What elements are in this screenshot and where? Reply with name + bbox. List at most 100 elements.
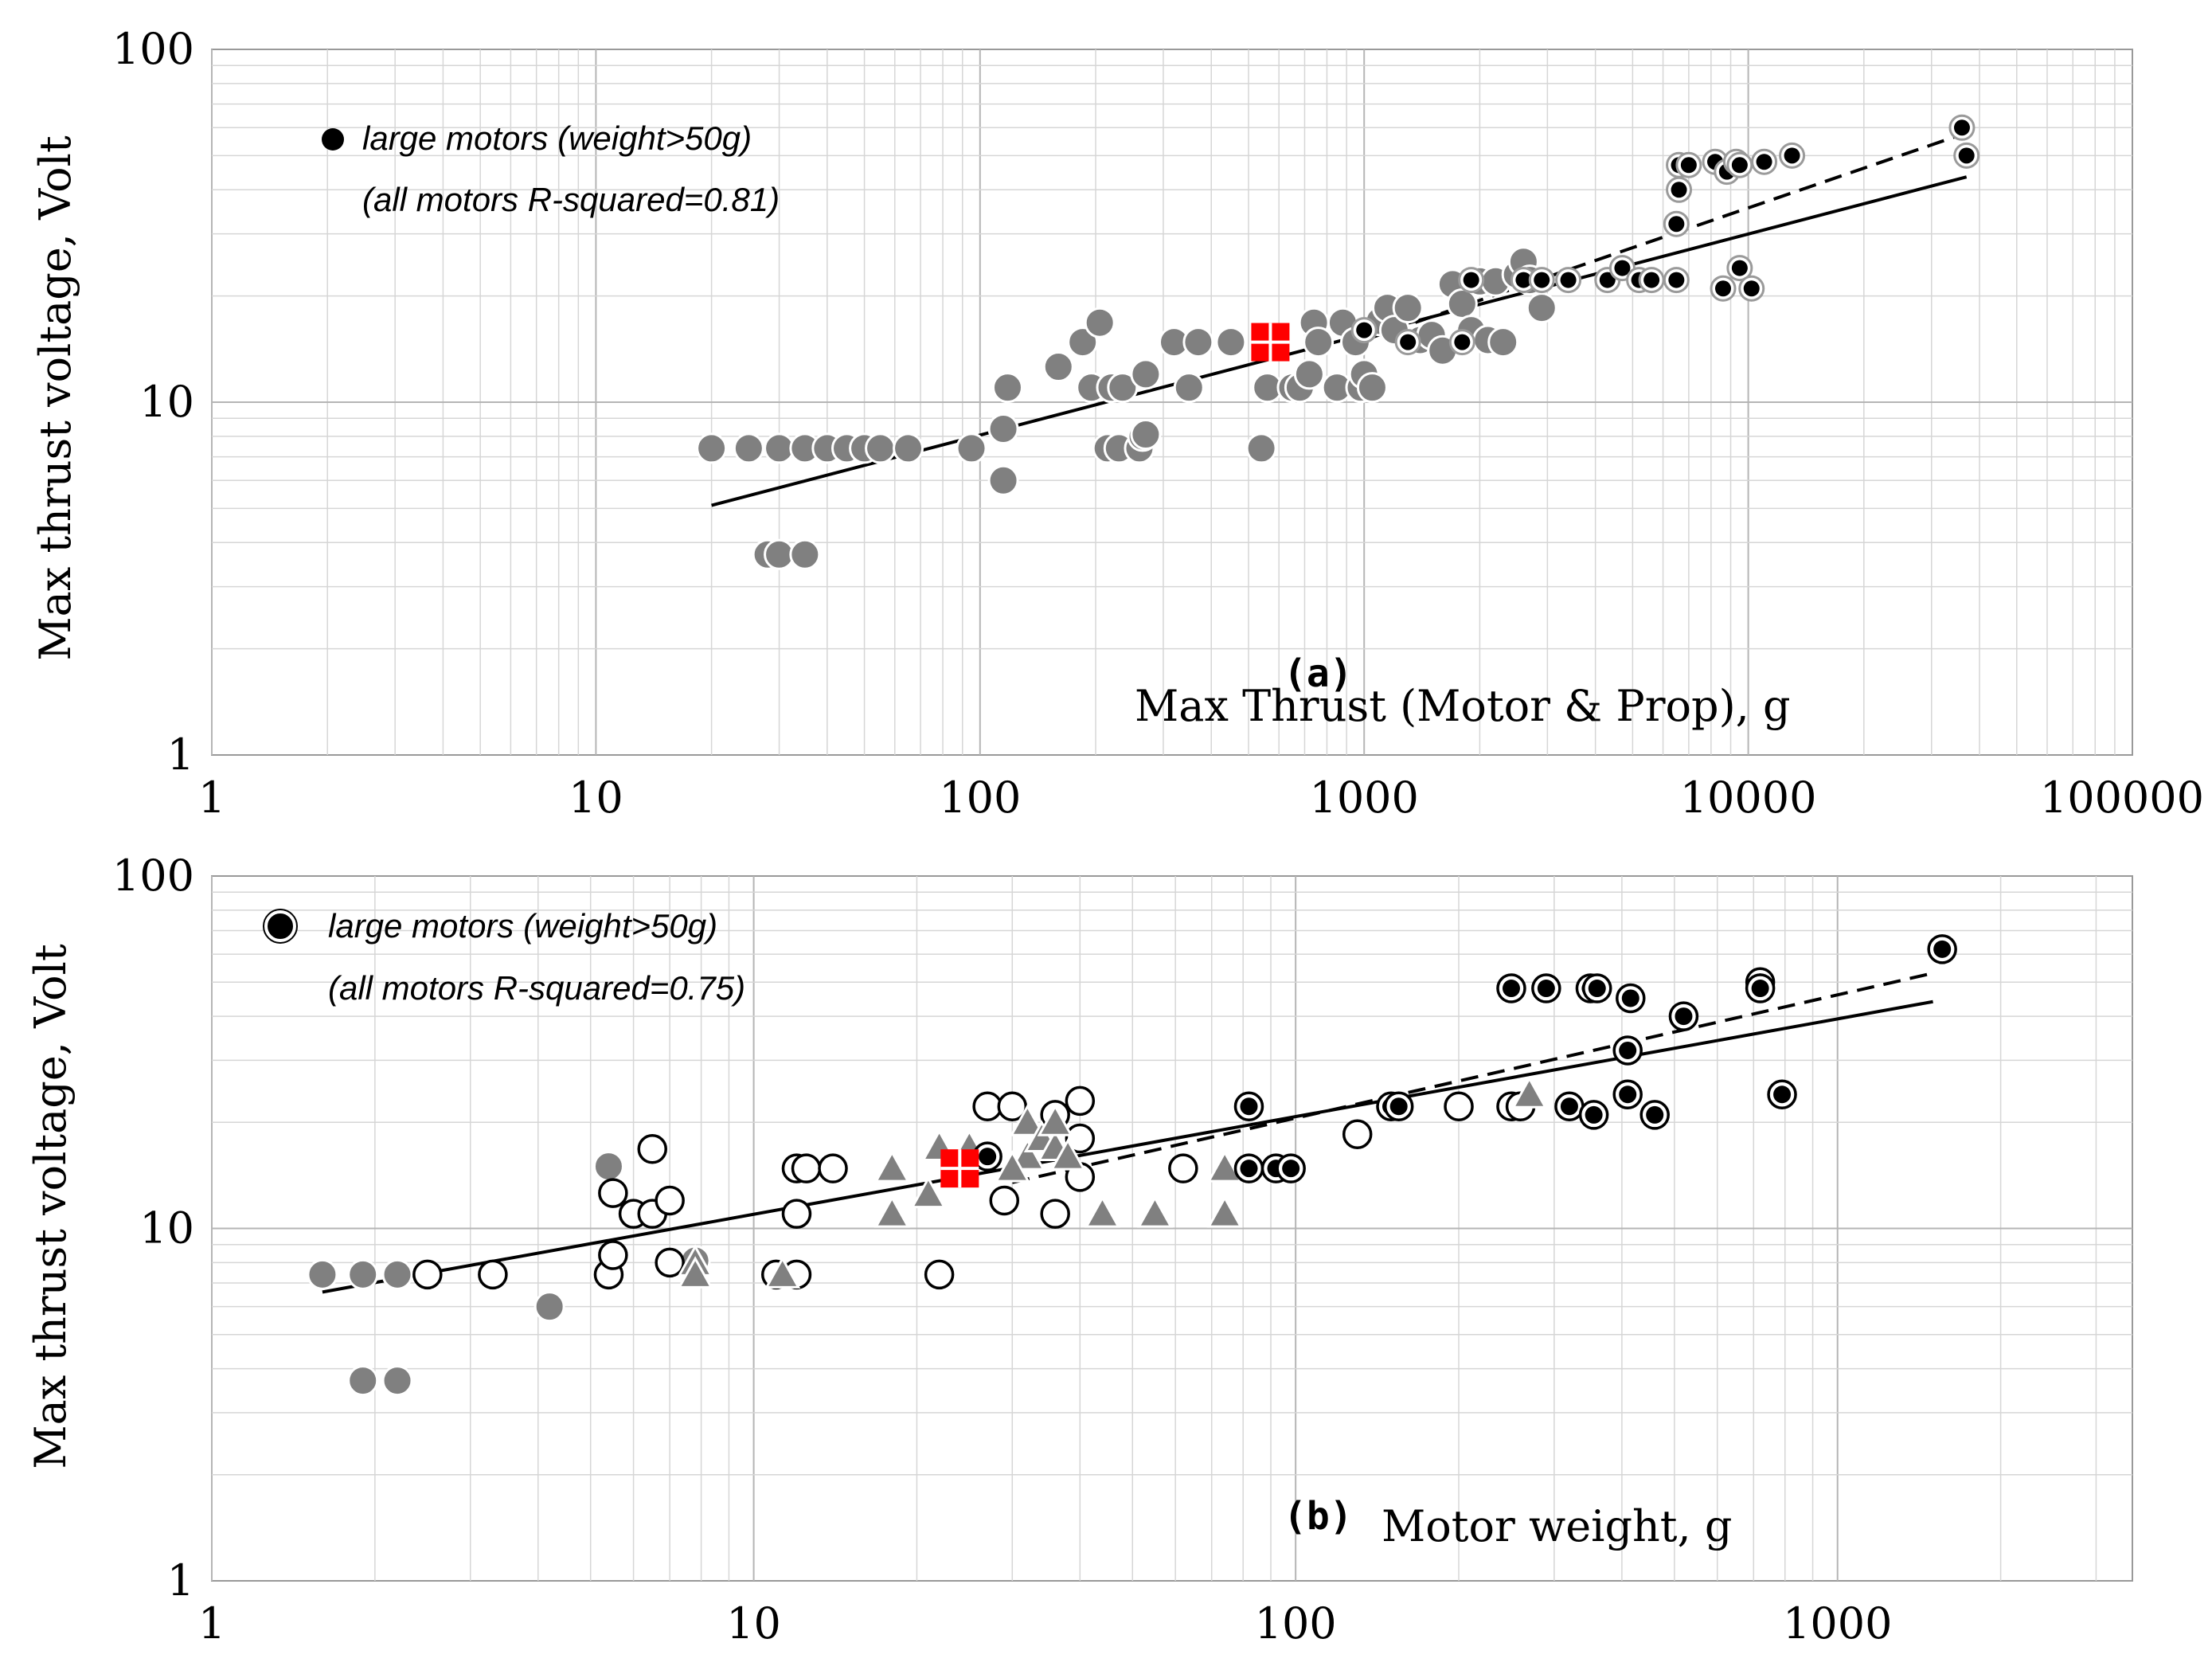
data-point-large <box>1953 119 1970 136</box>
data-point-large <box>1537 980 1555 998</box>
data-point-large <box>1668 272 1685 288</box>
data-point-large <box>1675 1007 1693 1026</box>
x-tick-label: 100 <box>1255 1598 1337 1649</box>
data-point-triangle <box>1511 1076 1548 1109</box>
data-point-large <box>1463 272 1479 288</box>
data-point-gray <box>987 413 1019 445</box>
data-point-large <box>1400 334 1417 350</box>
data-point-gray <box>1487 327 1519 358</box>
data-point-large <box>979 1148 997 1166</box>
x-tick-label: 1 <box>198 773 225 823</box>
y-axis-title-b: Max thrust voltage, Volt <box>25 944 76 1469</box>
data-point-large <box>1743 280 1760 297</box>
data-point-triangle <box>1009 1104 1045 1136</box>
x-tick-label: 1000 <box>1309 773 1418 823</box>
data-point-open <box>598 1178 628 1208</box>
data-point-gray <box>733 432 764 464</box>
data-point-open <box>655 1247 685 1278</box>
data-point-gray <box>956 432 987 464</box>
trendline-solid <box>322 999 1933 1294</box>
data-point-large <box>1389 1097 1408 1116</box>
data-point-triangle <box>873 1150 910 1183</box>
data-point-gray <box>893 432 924 464</box>
data-point-open <box>791 1153 822 1183</box>
data-point-open <box>655 1185 685 1216</box>
data-point-large <box>1756 154 1772 170</box>
y-tick-label: 100 <box>112 851 194 901</box>
legend-marker-b <box>264 910 296 942</box>
data-point-large <box>1599 272 1616 288</box>
points-a <box>696 114 1980 570</box>
data-point-large <box>1585 1105 1603 1124</box>
chart-panel-a: 1 10 100 1000 10000 100000 1 10 100 large motor… <box>30 24 2204 823</box>
data-point-large <box>1560 272 1577 288</box>
data-point-open <box>478 1259 508 1290</box>
data-point-gray <box>347 1258 379 1290</box>
panel-label-b: (b) <box>1284 1494 1353 1539</box>
data-point-gray <box>1067 327 1099 358</box>
y-tick-label: 1 <box>167 729 194 780</box>
data-point-open <box>989 1185 1020 1216</box>
data-point-large <box>1715 280 1732 297</box>
y-tick-label: 1 <box>167 1555 194 1606</box>
data-point-open <box>598 1240 628 1270</box>
data-point-open <box>1168 1153 1198 1183</box>
data-point-large <box>1515 272 1532 288</box>
data-point-gray <box>1173 372 1205 404</box>
x-tick-labels-a: 1 10 100 1000 10000 100000 <box>198 773 2204 823</box>
data-point-open <box>1444 1091 1474 1121</box>
data-point-large <box>1643 272 1660 288</box>
data-point-large <box>1588 980 1606 998</box>
data-point-gray <box>1215 327 1247 358</box>
data-point-large <box>1680 157 1697 174</box>
data-point-triangle <box>1037 1104 1073 1136</box>
x-tick-label: 1 <box>198 1598 225 1649</box>
chart-panel-b: 1 10 100 1000 1 10 100 large motors (weight>5… <box>25 851 2133 1649</box>
data-point-triangle <box>873 1195 910 1228</box>
data-point-gray <box>987 464 1019 496</box>
x-tick-label: 100 <box>939 773 1021 823</box>
data-point-gray <box>991 372 1023 404</box>
data-point-gray <box>764 538 795 570</box>
data-point-open <box>1065 1123 1096 1154</box>
data-point-large <box>1614 260 1631 276</box>
data-point-open <box>972 1091 1002 1121</box>
x-tick-label: 10 <box>726 1598 781 1649</box>
legend-note-a: (all motors R-squared=0.81) <box>362 181 780 218</box>
x-tick-label: 100000 <box>2040 773 2204 823</box>
data-point-gray <box>789 538 821 570</box>
data-point-large <box>1671 182 1687 198</box>
trendlines-b <box>322 972 1934 1294</box>
x-tick-label: 10 <box>569 773 623 823</box>
data-point-triangle <box>1084 1195 1121 1228</box>
data-point-triangle <box>994 1150 1030 1183</box>
data-point-gray <box>592 1151 624 1183</box>
data-point-open <box>637 1134 667 1164</box>
data-point-large <box>1282 1160 1300 1178</box>
x-axis-title-a: Max Thrust (Motor & Prop), g <box>1135 681 1791 731</box>
data-point-open <box>1065 1085 1096 1117</box>
data-point-large <box>1621 989 1639 1007</box>
data-point-gray <box>1392 292 1424 324</box>
legend-marker-a <box>322 128 344 151</box>
data-point-triangle <box>764 1256 801 1289</box>
data-point-gray <box>381 1258 413 1290</box>
y-tick-label: 10 <box>139 377 194 427</box>
y-tick-label: 100 <box>112 24 194 74</box>
data-point-triangle <box>677 1256 713 1289</box>
data-point-triangle <box>910 1175 947 1209</box>
data-point-open <box>924 1259 955 1290</box>
x-tick-labels-b: 1 10 100 1000 <box>198 1598 1893 1649</box>
data-point-large <box>1356 322 1373 338</box>
data-point-large <box>1751 980 1769 998</box>
data-point-open <box>818 1153 848 1183</box>
data-point-large <box>1454 334 1471 350</box>
y-tick-labels-b: 1 10 100 <box>112 851 194 1606</box>
data-point-large <box>1560 1097 1578 1116</box>
y-axis-title-a: Max thrust voltage, Volt <box>30 135 80 661</box>
data-point-large <box>1619 1085 1637 1104</box>
data-point-large <box>1731 260 1748 276</box>
data-point-gray <box>1303 327 1335 358</box>
data-point-triangle <box>1206 1150 1243 1183</box>
